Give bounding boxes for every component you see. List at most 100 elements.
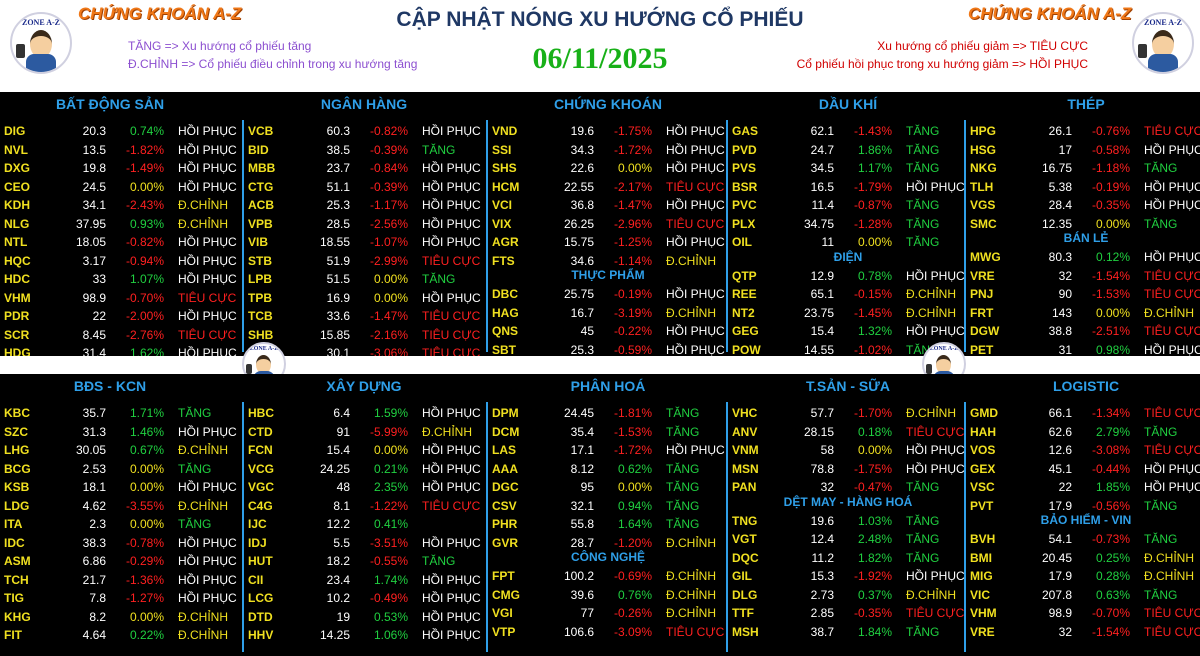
- stock-price: 51.5: [326, 272, 350, 286]
- stock-price: 38.3: [82, 535, 106, 550]
- stock-price: 143: [1051, 305, 1072, 320]
- stock-change: -1.02%: [853, 342, 892, 357]
- stock-row: HAG 16.7 -3.19% Đ.CHỈNH: [488, 304, 730, 322]
- stock-trend: HỒI PHỤC: [422, 124, 481, 138]
- stock-row: VIX 26.25 -2.96% TIÊU CỰC: [488, 215, 730, 233]
- stock-ticker: CSV: [492, 498, 517, 513]
- stock-trend: Đ.CHỈNH: [178, 498, 228, 513]
- stock-trend: Đ.CHỈNH: [1144, 305, 1194, 320]
- stock-price: 55.8: [570, 517, 594, 531]
- stock-ticker: VGC: [248, 480, 275, 494]
- stock-trend: HỒI PHỤC: [906, 324, 965, 339]
- stock-trend: TĂNG: [1144, 498, 1178, 513]
- stock-change: 0.21%: [373, 461, 408, 476]
- stock-change: -0.35%: [853, 606, 892, 621]
- stock-ticker: SZC: [4, 424, 28, 439]
- stock-change: -2.99%: [369, 253, 408, 268]
- stock-trend: HỒI PHỤC: [422, 480, 481, 494]
- stock-price: 32: [820, 480, 834, 494]
- stock-trend: HỒI PHỤC: [666, 342, 725, 357]
- stock-ticker: CII: [248, 572, 264, 587]
- stock-ticker: ACB: [248, 198, 274, 212]
- stock-change: 2.79%: [1095, 424, 1130, 439]
- stock-ticker: KSB: [4, 480, 30, 494]
- stock-trend: HỒI PHỤC: [178, 572, 237, 587]
- stock-trend: Đ.CHỈNH: [906, 587, 956, 602]
- stock-change: -1.75%: [853, 461, 892, 476]
- stock-change: 0.00%: [857, 235, 892, 249]
- stock-change: -2.51%: [1091, 324, 1130, 339]
- stock-change: 0.62%: [617, 461, 652, 476]
- stock-trend: Đ.CHỈNH: [906, 406, 956, 420]
- stock-row: GEG 15.4 1.32% HỒI PHỤC: [728, 322, 970, 340]
- logo-text: ZONE A-Z: [249, 346, 279, 352]
- stock-price: 10.2: [326, 591, 350, 605]
- stock-price: 17.9: [1048, 498, 1072, 513]
- stock-trend: HỒI PHỤC: [422, 443, 481, 457]
- stock-change: -0.15%: [853, 287, 892, 302]
- stock-price: 18.05: [75, 235, 106, 249]
- stock-price: 15.4: [810, 324, 834, 339]
- stock-price: 58: [820, 443, 834, 457]
- stock-change: -1.28%: [853, 216, 892, 231]
- stock-price: 19: [336, 609, 350, 624]
- stock-trend: Đ.CHỈNH: [422, 424, 472, 439]
- stock-trend: HỒI PHỤC: [178, 535, 237, 550]
- stock-price: 26.1: [1048, 124, 1072, 138]
- stock-price: 45: [580, 324, 594, 339]
- stock-change: -2.16%: [369, 327, 408, 342]
- stock-ticker: DBC: [492, 287, 518, 302]
- stock-change: -1.75%: [613, 124, 652, 138]
- stock-trend: TIÊU CỰC: [906, 606, 965, 621]
- stock-trend: TĂNG: [906, 624, 940, 639]
- stock-row: DBC 25.75 -0.19% HỒI PHỤC: [488, 285, 730, 303]
- stock-ticker: ITA: [4, 517, 23, 531]
- stock-ticker: GEX: [970, 461, 996, 476]
- stock-ticker: PDR: [4, 309, 30, 323]
- stock-row: DCM 35.4 -1.53% TĂNG: [488, 423, 730, 441]
- stock-row: TCB 33.6 -1.47% TIÊU CỰC: [244, 307, 486, 325]
- stock-row: HQC 3.17 -0.94% HỒI PHỤC: [0, 252, 242, 270]
- stock-ticker: IJC: [248, 517, 267, 531]
- stock-ticker: DGC: [492, 480, 519, 494]
- stock-change: -3.19%: [613, 305, 652, 320]
- stock-price: 28.7: [570, 535, 594, 550]
- section-title: BẤT ĐỘNG SẢN: [55, 96, 165, 112]
- section-title: ĐIỆN: [833, 249, 863, 264]
- stock-trend: TĂNG: [1144, 424, 1178, 439]
- legend-tieu-cuc: Xu hướng cổ phiếu giảm => TIÊU CỰC: [877, 39, 1088, 53]
- zone-az-logo: ZONE A-Z: [10, 12, 72, 74]
- stock-trend: Đ.CHỈNH: [1144, 550, 1194, 565]
- stock-row: SZC 31.3 1.46% HỒI PHỤC: [0, 423, 242, 441]
- stock-price: 3.17: [82, 253, 106, 268]
- stock-trend: TIÊU CỰC: [1144, 443, 1200, 457]
- stock-change: 1.07%: [129, 272, 164, 286]
- stock-trend: TIÊU CỰC: [906, 424, 965, 439]
- stock-ticker: PVD: [732, 142, 757, 157]
- stock-trend: Đ.CHỈNH: [178, 443, 228, 457]
- top-panel: BẤT ĐỘNG SẢN DIG 20.3 0.74% HỒI PHỤC NVL 13.5 -…: [0, 92, 1200, 360]
- phone-icon: [246, 364, 252, 374]
- stock-price: 32: [1058, 268, 1072, 283]
- stock-ticker: AGR: [492, 235, 519, 249]
- stock-price: 23.7: [326, 161, 350, 175]
- stock-row: HCM 22.55 -2.17% TIÊU CỰC: [488, 178, 730, 196]
- stock-price: 6.4: [333, 406, 350, 420]
- stock-trend: HỒI PHỤC: [1144, 342, 1200, 357]
- stock-row: KBC 35.7 1.71% TĂNG: [0, 404, 242, 422]
- stock-price: 51.1: [326, 179, 350, 194]
- stock-ticker: VIB: [248, 235, 269, 249]
- stock-change: -1.20%: [613, 535, 652, 550]
- stock-price: 22: [92, 309, 106, 323]
- stock-trend: TIÊU CỰC: [422, 253, 481, 268]
- section-title: BÁN LẺ: [1063, 231, 1109, 245]
- stock-ticker: BSR: [732, 179, 758, 194]
- stock-row: TNG 19.6 1.03% TĂNG: [728, 512, 970, 530]
- stock-ticker: TCH: [4, 572, 29, 587]
- stock-row: PLX 34.75 -1.28% TĂNG: [728, 215, 970, 233]
- stock-trend: HỒI PHỤC: [422, 161, 481, 175]
- section-title: DẦU KHÍ: [818, 96, 878, 112]
- stock-change: 1.74%: [373, 572, 408, 587]
- stock-change: 1.85%: [1095, 480, 1130, 494]
- stock-change: -1.18%: [1091, 161, 1130, 175]
